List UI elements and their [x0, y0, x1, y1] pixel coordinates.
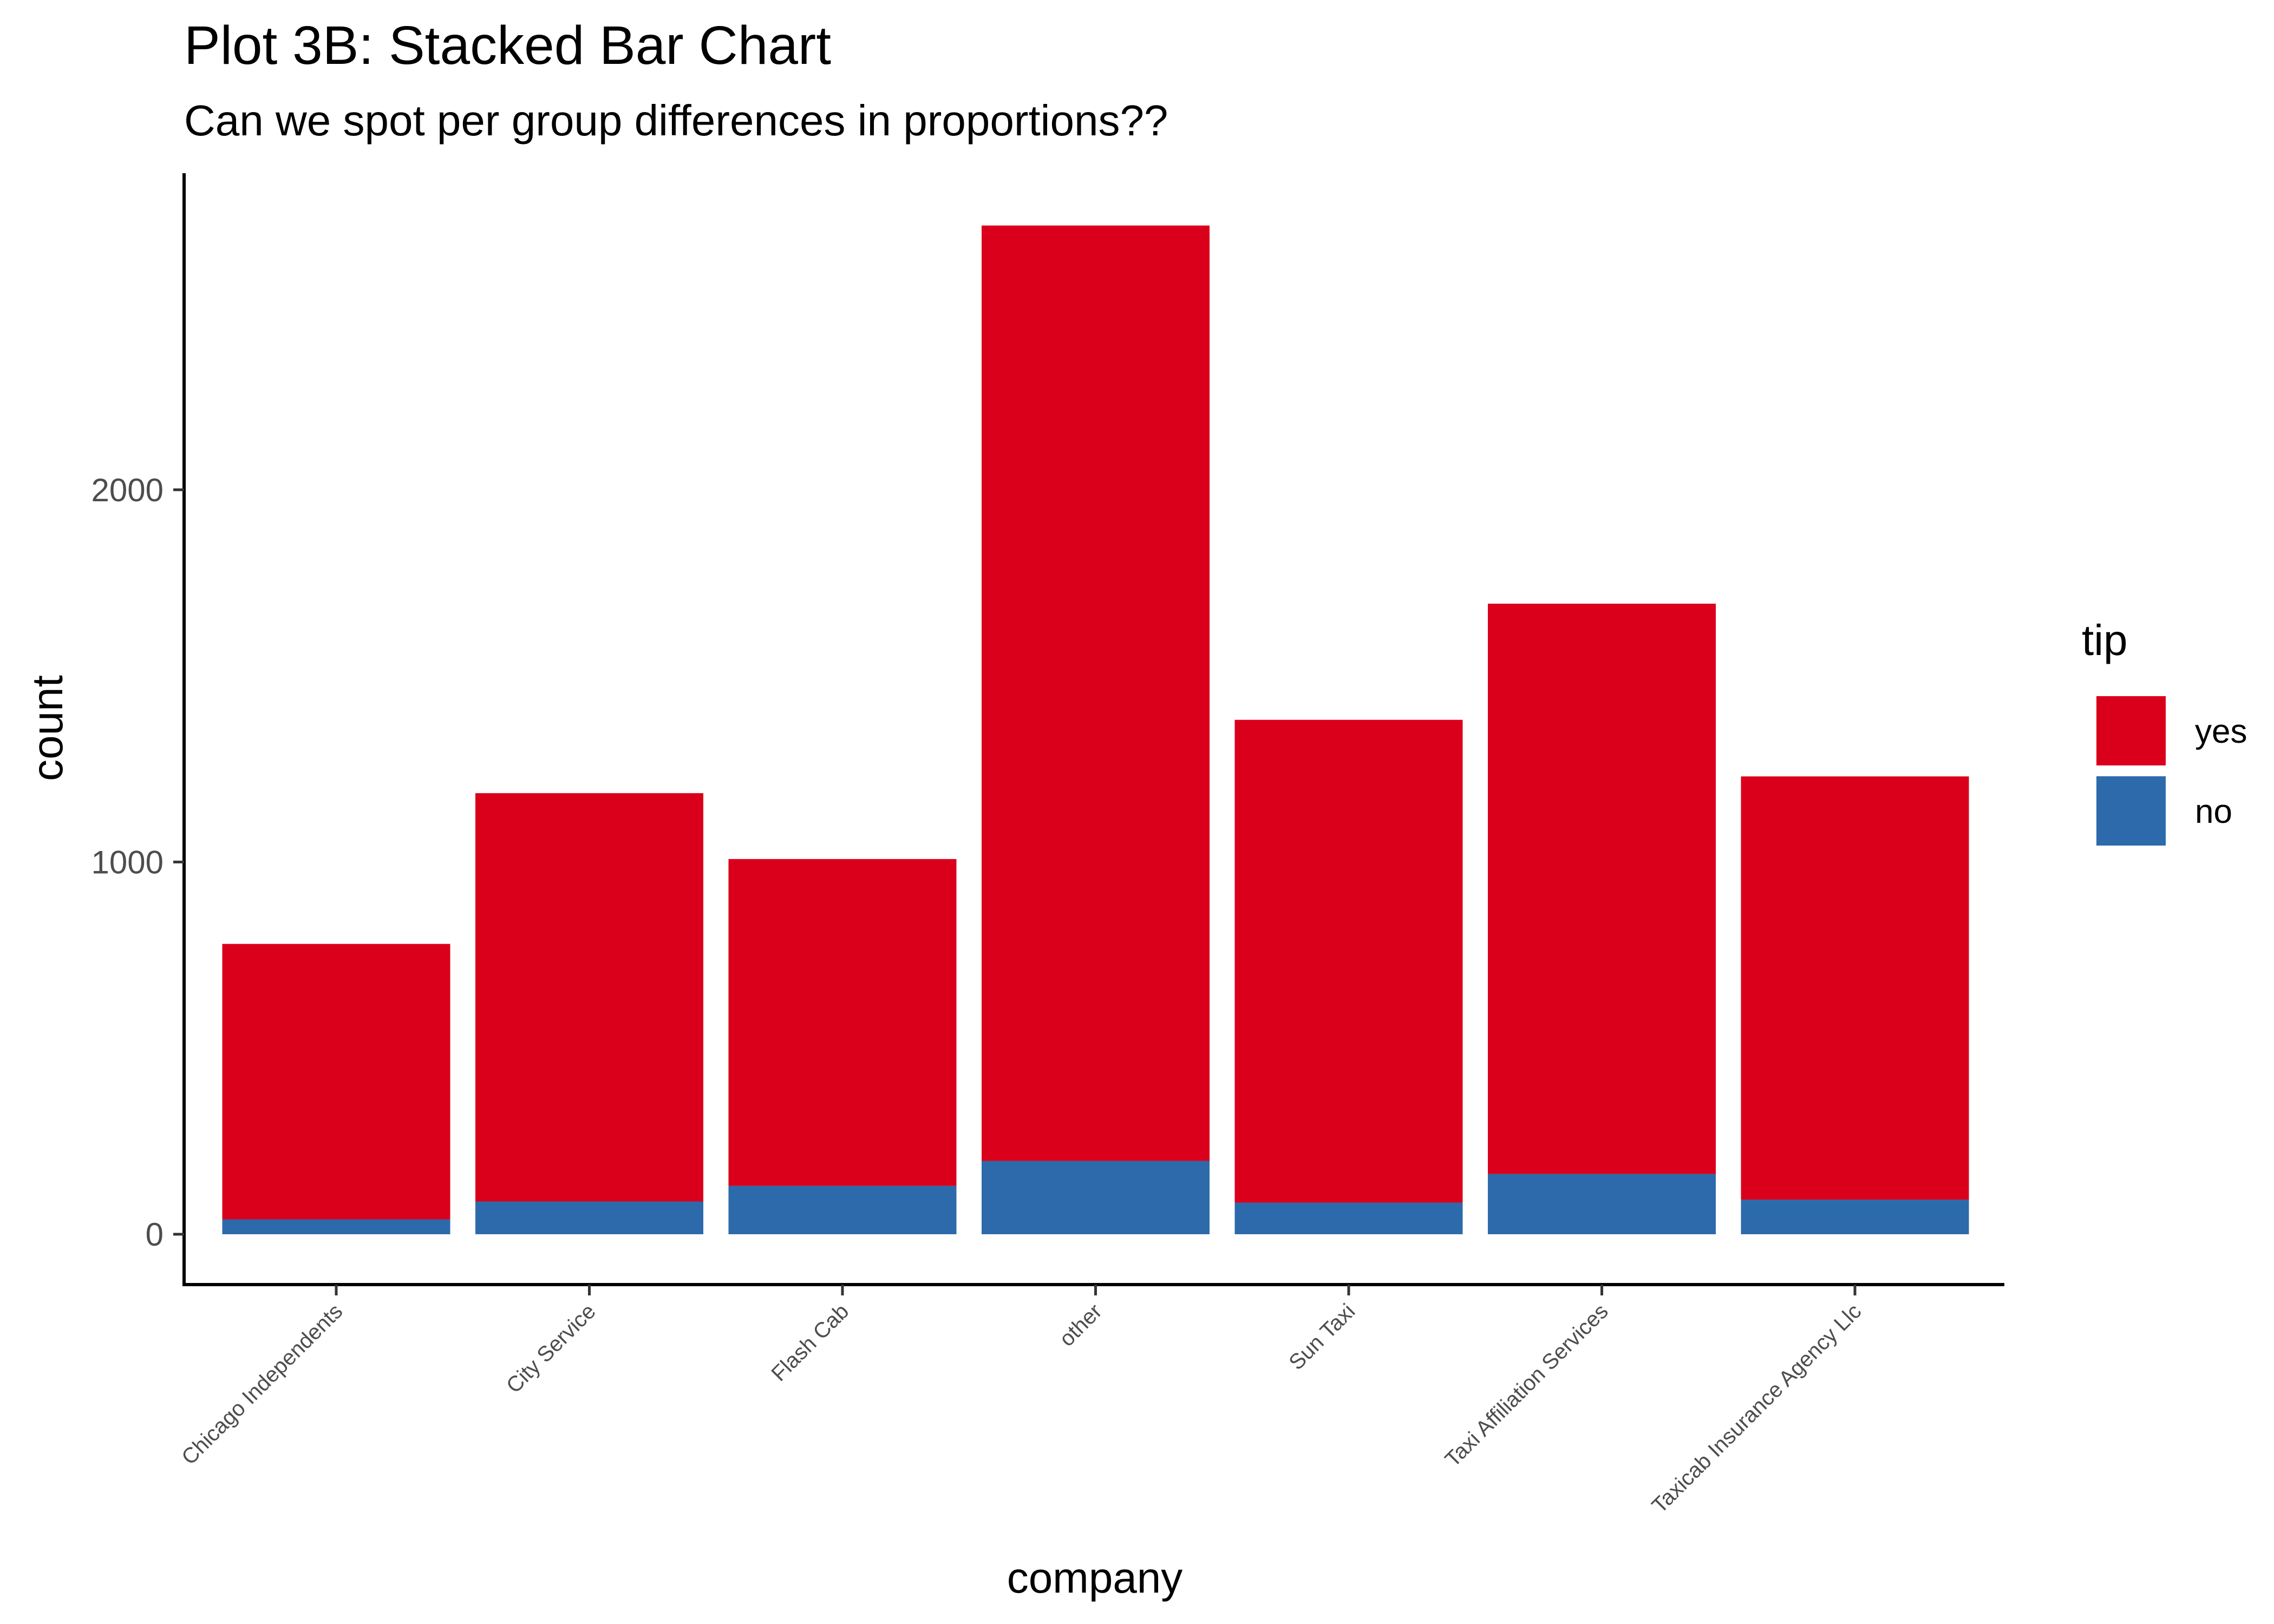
bar-segment-yes: [728, 859, 957, 1186]
bar-segment-yes: [982, 225, 1210, 1161]
legend-label-yes: yes: [2195, 713, 2247, 750]
y-tick-label: 0: [146, 1216, 164, 1253]
bar-segment-yes: [475, 793, 703, 1202]
legend-key-yes: [2093, 693, 2169, 769]
bar-segment-no: [982, 1161, 1210, 1234]
bar-segment-no: [1741, 1200, 1969, 1234]
bar-segment-yes: [222, 944, 450, 1220]
y-axis-title: count: [23, 675, 71, 781]
x-tick-label: other: [1055, 1299, 1107, 1351]
bar-segment-yes: [1234, 719, 1463, 1203]
legend-title: tip: [2082, 616, 2128, 664]
x-tick-label: Taxicab Insurance Agency Llc: [1648, 1299, 1866, 1518]
bar-segment-no: [222, 1219, 450, 1234]
legend: tip yes no: [2082, 616, 2247, 849]
legend-key-no: [2093, 773, 2169, 849]
bar-segment-no: [1488, 1174, 1716, 1234]
bar-segment-yes: [1741, 776, 1969, 1200]
bar-segment-no: [728, 1186, 957, 1234]
bar-segment-no: [475, 1201, 703, 1234]
chart-title: Plot 3B: Stacked Bar Chart: [184, 15, 831, 76]
chart-subtitle: Can we spot per group differences in pro…: [184, 96, 1168, 145]
x-tick-label: Chicago Independents: [177, 1299, 347, 1469]
bar-segment-no: [1234, 1202, 1463, 1234]
x-tick-label: Taxi Affiliation Services: [1441, 1299, 1613, 1471]
legend-items: yes no: [2093, 693, 2247, 849]
x-tick-label: City Service: [502, 1299, 600, 1398]
x-axis-title: company: [1007, 1554, 1183, 1602]
bar-segment-yes: [1488, 604, 1716, 1174]
y-tick-label: 1000: [92, 844, 164, 880]
legend-label-no: no: [2195, 793, 2232, 830]
x-tick-label: Flash Cab: [767, 1299, 853, 1386]
x-tick-label: Sun Taxi: [1284, 1299, 1360, 1374]
y-tick-label: 2000: [92, 472, 164, 508]
bars-layer: [222, 225, 1969, 1234]
